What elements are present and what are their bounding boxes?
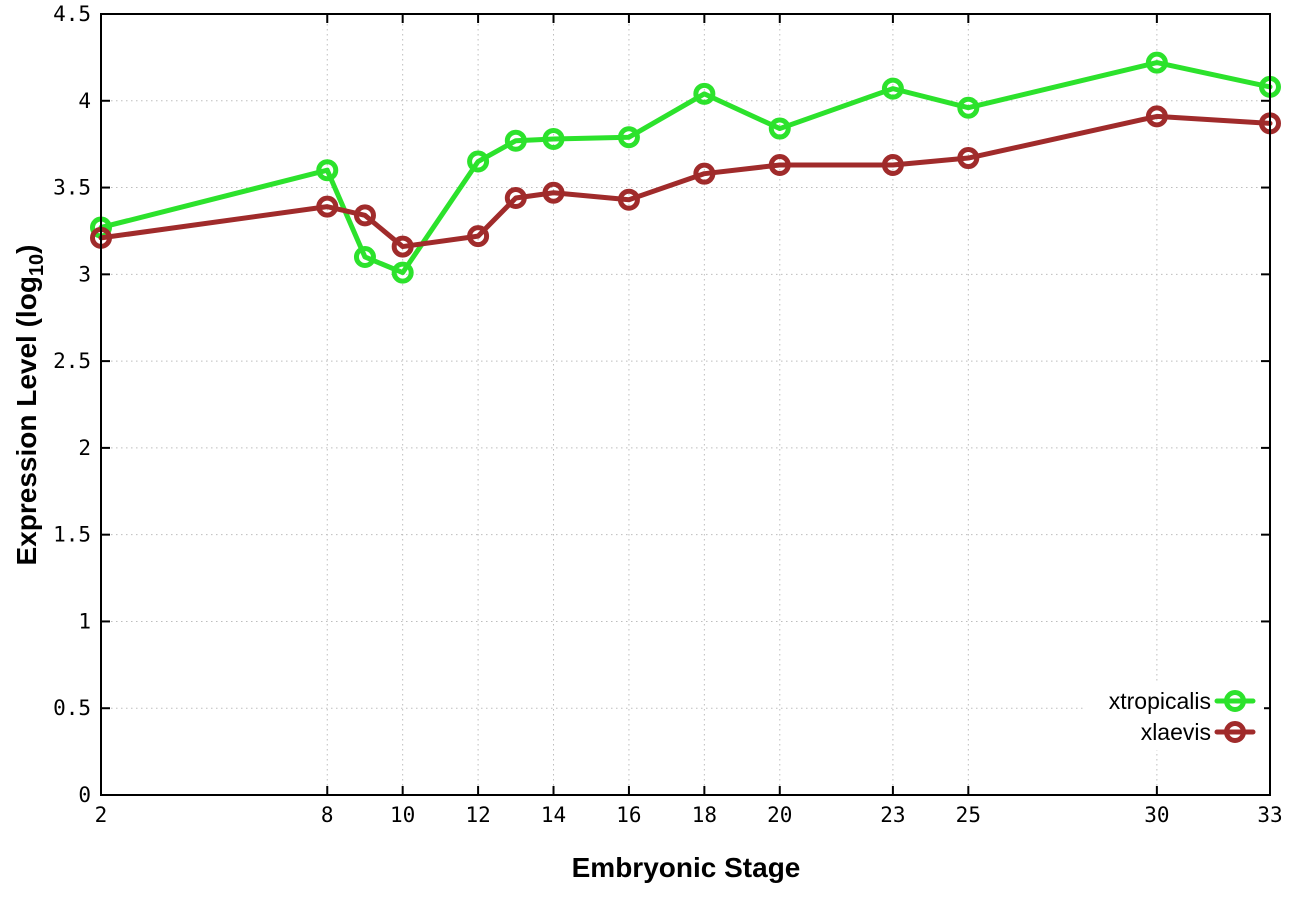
x-tick-label: 18 bbox=[692, 803, 717, 827]
data-point-xtropicalis bbox=[467, 150, 490, 173]
data-point-xtropicalis bbox=[391, 261, 414, 284]
data-point-xlaevis bbox=[467, 225, 490, 248]
data-point-xlaevis bbox=[617, 188, 640, 211]
data-point-xlaevis bbox=[957, 147, 980, 170]
y-tick-label: 1.5 bbox=[53, 523, 91, 547]
legend-marker-icon-xlaevis bbox=[1224, 721, 1246, 743]
data-point-xlaevis bbox=[316, 195, 339, 218]
data-point-xlaevis bbox=[391, 235, 414, 258]
x-tick-label: 20 bbox=[767, 803, 792, 827]
x-tick-label: 8 bbox=[321, 803, 334, 827]
x-tick-label: 14 bbox=[541, 803, 566, 827]
y-axis-title-subscript: 10 bbox=[25, 253, 48, 277]
data-point-xtropicalis bbox=[881, 77, 904, 100]
data-point-xtropicalis bbox=[316, 159, 339, 182]
y-tick-label: 4.5 bbox=[53, 2, 91, 26]
y-tick-label: 3.5 bbox=[53, 176, 91, 200]
x-tick-label: 33 bbox=[1257, 803, 1282, 827]
data-point-xtropicalis bbox=[617, 126, 640, 149]
data-point-xlaevis bbox=[693, 162, 716, 185]
y-axis-title: Expression Level (log10) bbox=[11, 245, 49, 566]
y-tick-label: 4 bbox=[78, 89, 91, 113]
data-point-xlaevis bbox=[1145, 105, 1168, 128]
y-tick-label: 0 bbox=[78, 783, 91, 807]
x-tick-label: 25 bbox=[956, 803, 981, 827]
x-tick-label: 23 bbox=[880, 803, 905, 827]
data-point-xtropicalis bbox=[504, 129, 527, 152]
y-axis-title-close-paren: ) bbox=[11, 244, 43, 254]
data-point-xlaevis bbox=[353, 204, 376, 227]
data-point-xtropicalis bbox=[768, 117, 791, 140]
legend-label-xlaevis: xlaevis bbox=[1141, 719, 1211, 745]
y-tick-label: 2.5 bbox=[53, 349, 91, 373]
x-axis-title: Embryonic Stage bbox=[571, 852, 801, 883]
y-tick-label: 2 bbox=[78, 436, 91, 460]
x-tick-label: 30 bbox=[1144, 803, 1169, 827]
series-line-xtropicalis bbox=[98, 60, 1273, 276]
y-tick-label: 3 bbox=[78, 262, 91, 286]
y-tick-label: 1 bbox=[78, 609, 91, 633]
data-point-xtropicalis bbox=[1145, 51, 1168, 74]
data-point-xtropicalis bbox=[542, 127, 565, 150]
x-tick-label: 16 bbox=[616, 803, 641, 827]
data-point-xtropicalis bbox=[693, 82, 716, 105]
legend-marker-icon-xtropicalis bbox=[1224, 690, 1246, 712]
y-axis-title-text: Expression Level (log bbox=[11, 276, 43, 566]
data-point-xtropicalis bbox=[353, 245, 376, 268]
legend-label-xtropicalis: xtropicalis bbox=[1109, 688, 1211, 714]
data-point-xlaevis bbox=[881, 153, 904, 176]
data-point-xlaevis bbox=[768, 153, 791, 176]
y-tick-label: 0.5 bbox=[53, 696, 91, 720]
data-point-xlaevis bbox=[504, 186, 527, 209]
x-tick-label: 2 bbox=[95, 803, 108, 827]
data-point-xtropicalis bbox=[957, 96, 980, 119]
plot-border bbox=[100, 13, 1271, 796]
x-tick-label: 10 bbox=[390, 803, 415, 827]
x-tick-label: 12 bbox=[465, 803, 490, 827]
data-point-xlaevis bbox=[542, 181, 565, 204]
